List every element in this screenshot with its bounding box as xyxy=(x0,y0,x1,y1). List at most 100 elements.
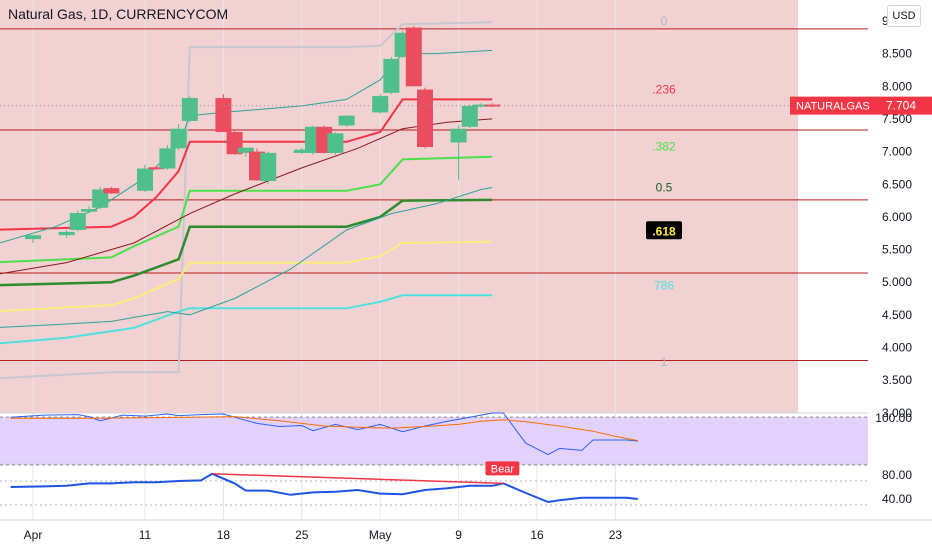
candle-body xyxy=(405,27,422,87)
indicator-series-0 xyxy=(10,412,638,456)
candle-body xyxy=(159,148,176,169)
candle-10 xyxy=(181,96,198,123)
candle-body xyxy=(170,128,187,149)
candle-body xyxy=(103,188,120,194)
currency-button[interactable]: USD xyxy=(887,5,921,27)
y-tick-label-10: 4.000 xyxy=(882,341,912,355)
candle-body xyxy=(260,152,277,181)
fib-618-line xyxy=(0,240,493,312)
candle-27 xyxy=(461,104,478,129)
fib-label-bg xyxy=(646,221,682,240)
y-tick-label-11: 3.500 xyxy=(882,373,912,387)
candle-21 xyxy=(372,94,389,114)
candle-9 xyxy=(170,124,187,151)
y-tick-label-2: 8.000 xyxy=(882,79,912,93)
rsi-tick-label-1: 40.00 xyxy=(882,492,912,506)
bear-label-bg xyxy=(485,461,520,476)
candle-body xyxy=(137,168,153,191)
fib-05-line xyxy=(0,198,493,287)
x-tick-label-0: Apr xyxy=(24,528,43,542)
candle-11 xyxy=(215,94,232,133)
fib-label-0: 0 xyxy=(661,14,668,28)
candle-body xyxy=(461,105,478,127)
y-tick-label-7: 5.500 xyxy=(882,243,912,257)
y-tick-label-3: 7.500 xyxy=(882,112,912,126)
fib-786-line xyxy=(0,294,493,345)
price-label-bg xyxy=(790,96,932,115)
candle-0 xyxy=(25,235,41,244)
y-tick-label-8: 5.000 xyxy=(882,275,912,289)
candle-body xyxy=(450,128,467,143)
candle-16 xyxy=(293,147,310,155)
candle-2 xyxy=(69,210,86,232)
x-tick-label-1: 11 xyxy=(139,528,152,542)
candle-body xyxy=(372,96,389,113)
candle-25 xyxy=(417,87,433,149)
candle-7 xyxy=(148,165,165,170)
band-lower-line xyxy=(0,187,493,328)
price-label-value: 7.704 xyxy=(886,99,916,113)
candle-4 xyxy=(92,186,109,210)
rsi-series-1 xyxy=(212,473,504,485)
candle-1 xyxy=(58,229,75,238)
candle-26 xyxy=(450,125,467,181)
price-label-symbol: NATURALGAS xyxy=(796,101,870,113)
candle-body xyxy=(69,212,86,230)
candle-body xyxy=(383,58,400,93)
candle-5 xyxy=(103,186,120,195)
candle-22 xyxy=(383,56,400,95)
indicator-series-1 xyxy=(10,416,638,442)
fib-label-3: 0.5 xyxy=(656,181,673,195)
candle-15 xyxy=(260,151,277,185)
candle-body xyxy=(338,115,355,126)
price-axis-bg xyxy=(868,0,932,520)
rsi-tick-label-0: 80.00 xyxy=(882,468,912,482)
candle-24 xyxy=(405,26,422,87)
candle-body xyxy=(148,167,165,170)
y-tick-label-5: 6.500 xyxy=(882,177,912,191)
indicator-panel xyxy=(0,412,868,466)
fib-label-6: 1 xyxy=(661,355,668,369)
rsi-series-0 xyxy=(10,472,638,504)
main-price-panel: 0 .236 .382 0.5 .618 786 1 xyxy=(0,0,868,520)
x-tick-label-4: May xyxy=(369,528,392,542)
indicator-tick-label-0: 100.00 xyxy=(875,411,912,425)
bear-label: Bear xyxy=(491,463,515,475)
candle-6 xyxy=(137,164,153,193)
candle-body xyxy=(92,189,109,208)
x-tick-label-2: 18 xyxy=(217,528,231,542)
y-tick-label-4: 7.000 xyxy=(882,145,912,159)
candle-body xyxy=(181,98,198,121)
candle-3 xyxy=(81,206,97,213)
y-tick-label-9: 4.500 xyxy=(882,308,912,322)
fib-label-4: .618 xyxy=(652,224,676,238)
candle-body xyxy=(25,235,41,240)
candle-body xyxy=(237,147,254,153)
candle-body xyxy=(293,149,310,153)
fib-label-5: 786 xyxy=(654,278,674,292)
candle-8 xyxy=(159,145,176,170)
x-tick-label-5: 9 xyxy=(455,528,462,542)
x-tick-label-3: 25 xyxy=(295,528,309,542)
candle-body xyxy=(215,98,232,133)
y-tick-label-6: 6.000 xyxy=(882,210,912,224)
y-tick-label-12: 3.000 xyxy=(882,406,912,420)
indicator-band xyxy=(0,417,868,465)
y-tick-label-1: 8.500 xyxy=(882,47,912,61)
rsi-panel: Bear xyxy=(0,461,868,506)
candle-body xyxy=(81,209,97,212)
fib-382-line xyxy=(0,155,493,264)
fib-label-1: .236 xyxy=(652,83,676,97)
fib-236-line xyxy=(0,98,493,231)
x-tick-label-7: 23 xyxy=(609,528,623,542)
candle-19 xyxy=(327,132,344,155)
candle-body xyxy=(417,89,433,148)
candle-body xyxy=(58,231,75,236)
fib-0-line xyxy=(0,21,493,380)
candle-body xyxy=(327,133,344,153)
fib-label-2: .382 xyxy=(652,139,676,153)
chart-title: Natural Gas, 1D, CURRENCYCOM xyxy=(8,6,229,22)
candle-20 xyxy=(338,115,355,127)
